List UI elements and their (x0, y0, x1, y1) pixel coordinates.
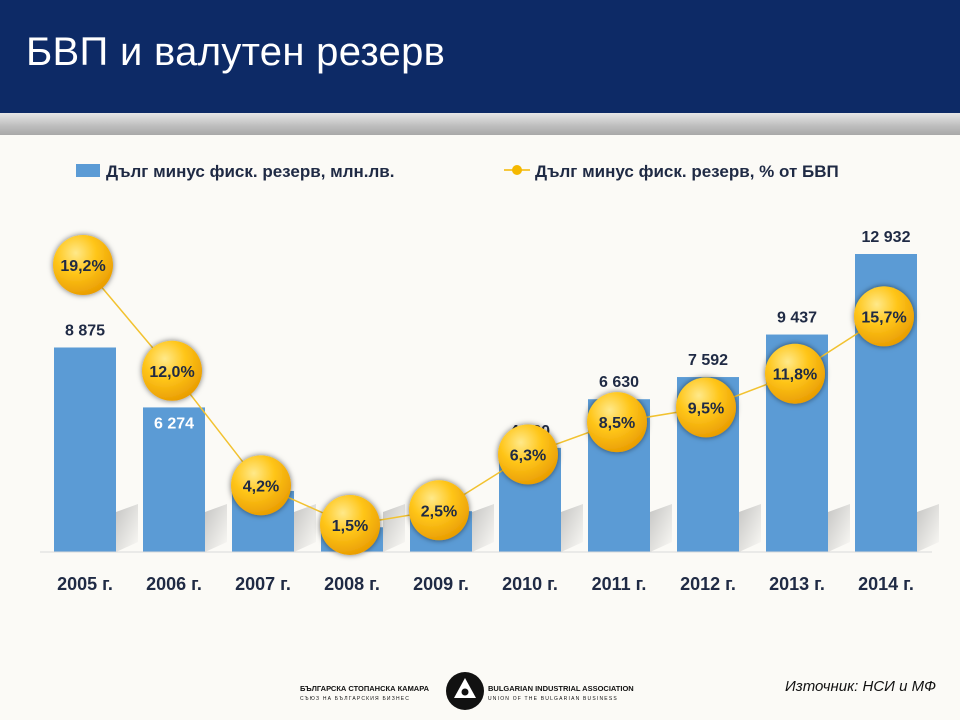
page-title: БВП и валутен резерв (26, 30, 446, 74)
percent-value-label: 8,5% (599, 415, 635, 432)
bar-shadows (116, 504, 939, 552)
legend-swatch-marker (512, 165, 522, 175)
bar-value-label: 6 274 (154, 415, 194, 432)
bar-value-label: 12 932 (862, 229, 911, 246)
bar-shadow (561, 504, 583, 552)
percent-value-label: 2,5% (421, 503, 457, 520)
legend: Дълг минус фиск. резерв, млн.лв. Дълг ми… (76, 162, 839, 181)
x-tick-label: 2007 г. (235, 574, 291, 594)
percent-value-label: 6,3% (510, 447, 546, 464)
bar-shadow (739, 504, 761, 552)
x-axis-ticks: 2005 г. 2006 г. 2007 г. 2008 г. 2009 г. 2010 … (57, 574, 914, 594)
percent-value-label: 11,8% (773, 367, 817, 384)
legend-label-line: Дълг минус фиск. резерв, % от БВП (535, 162, 839, 181)
percent-marker (765, 343, 825, 404)
bar-value-label: 6 630 (599, 374, 639, 391)
legend-label-bar: Дълг минус фиск. резерв, млн.лв. (106, 162, 395, 181)
x-tick-label: 2014 г. (858, 574, 914, 594)
percent-value-label: 12,0% (149, 364, 194, 381)
x-tick-label: 2008 г. (324, 574, 380, 594)
header-bar: БВП и валутен резерв (0, 0, 960, 113)
percent-marker (676, 377, 736, 438)
x-tick-label: 2010 г. (502, 574, 558, 594)
bar-shadow (383, 504, 405, 552)
header-divider (0, 113, 960, 135)
percent-value-label: 9,5% (688, 400, 724, 417)
bar-value-label: 9 437 (777, 310, 817, 327)
percent-value-label: 19,2% (60, 258, 105, 275)
bar-shadow (116, 504, 138, 552)
logo-en-sub: UNION OF THE BULGARIAN BUSINESS (488, 696, 618, 702)
percent-value-label: 1,5% (332, 518, 368, 535)
footer: БЪЛГАРСКА СТОПАНСКА КАМАРА СЪЮЗ НА БЪЛГА… (0, 660, 960, 720)
percent-marker (231, 455, 291, 516)
x-tick-label: 2012 г. (680, 574, 736, 594)
bar-1 (54, 347, 116, 552)
percent-markers: 19,2% 12,0% 4,2% 1,5% 2,5% 6,3% 8,5% 9,5% 11,8% 1… (53, 235, 914, 555)
chart: Дълг минус фиск. резерв, млн.лв. Дълг ми… (40, 162, 939, 594)
logo-en-name: BULGARIAN INDUSTRIAL ASSOCIATION (488, 684, 634, 693)
percent-line (82, 264, 885, 526)
percent-marker (53, 235, 113, 295)
bar-shadow (650, 504, 672, 552)
logo-bg-name: БЪЛГАРСКА СТОПАНСКА КАМАРА (300, 684, 430, 693)
percent-marker (320, 494, 380, 555)
bar-shadow (205, 504, 227, 552)
logo-emblem-triangle-icon (454, 678, 476, 698)
bar-shadow (472, 504, 494, 552)
percent-marker (409, 480, 469, 541)
x-tick-label: 2013 г. (769, 574, 825, 594)
bar-2 (143, 407, 205, 552)
source-note: Източник: НСИ и МФ (785, 678, 936, 695)
x-tick-label: 2005 г. (57, 574, 113, 594)
bar-shadow (294, 504, 316, 552)
bar-shadow (917, 504, 939, 552)
percent-marker (498, 424, 558, 485)
bar-shadow (828, 504, 850, 552)
percent-marker (854, 286, 914, 347)
bar-value-label: 7 592 (688, 352, 728, 369)
x-tick-label: 2009 г. (413, 574, 469, 594)
percent-marker (587, 392, 647, 453)
x-tick-label: 2006 г. (146, 574, 202, 594)
percent-value-label: 15,7% (861, 309, 906, 326)
percent-marker (142, 340, 202, 401)
bar-value-label: 8 875 (65, 322, 105, 339)
logo-bg-sub: СЪЮЗ НА БЪЛГАРСКИЯ БИЗНЕС (300, 696, 410, 702)
percent-value-label: 4,2% (243, 478, 279, 495)
x-tick-label: 2011 г. (592, 574, 647, 594)
organization-logo: БЪЛГАРСКА СТОПАНСКА КАМАРА СЪЮЗ НА БЪЛГА… (300, 672, 634, 710)
legend-swatch-bar (76, 164, 100, 177)
logo-emblem-center-icon (461, 688, 469, 696)
